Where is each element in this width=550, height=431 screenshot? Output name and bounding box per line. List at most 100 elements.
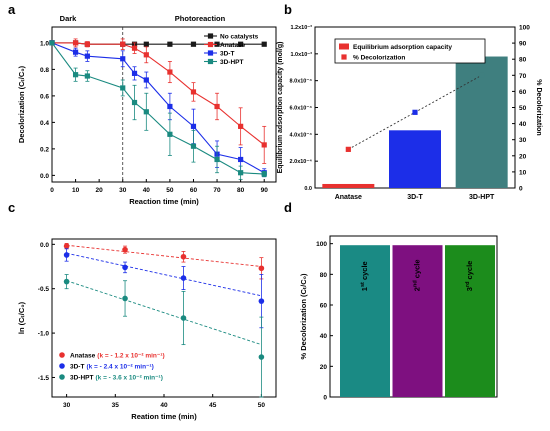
panel-b-y2tick-label: 40 (519, 121, 527, 128)
panel-b-ytick-label: 1.0x10⁻³ (290, 51, 312, 58)
panel-a-region-photo: Photoreaction (175, 14, 226, 23)
panel-a-point (131, 99, 138, 106)
panel-c-legend-marker (59, 374, 65, 380)
panel-a-point (72, 72, 79, 78)
panel-b-ytick-label: 1.2x10⁻³ (290, 24, 312, 31)
panel-a-point (72, 49, 79, 55)
panel-b-ytick-label: 0.0 (304, 186, 312, 192)
panel-c-legend-rate: (k = - 2.4 x 10⁻² min⁻¹) (86, 364, 153, 371)
panel-b-ytick-label: 4.0x10⁻⁴ (290, 132, 313, 138)
panel-c-legend-marker (59, 363, 65, 369)
panel-a-point (190, 123, 197, 129)
panel-c-ytick-label: -0.5 (38, 286, 50, 293)
panel-c-fit-line-2 (66, 280, 262, 346)
panel-a-ytick-label: 0.2 (40, 146, 49, 153)
panel-b-category-label: Anatase (335, 194, 362, 201)
panel-d-ytick-label: 80 (320, 272, 328, 279)
panel-b-ytick-label: 6.0x10⁻⁴ (290, 106, 313, 112)
panel-a-point (167, 131, 173, 137)
panel-b-y2tick-label: 60 (519, 89, 527, 96)
panel-a-legend-marker (207, 50, 214, 56)
panel-a-point (143, 41, 149, 47)
panel-a-point (167, 41, 173, 47)
panel-a-point (84, 41, 90, 47)
panel-a-legend-marker (207, 58, 214, 65)
panel-c-xlabel: Reation time (min) (131, 412, 197, 421)
panel-a-point (190, 41, 197, 47)
panel-b-legend-box (334, 38, 486, 64)
panel-c-xtick-label: 35 (112, 402, 120, 409)
panel-d-bar-label: 2nd cycle (413, 259, 422, 291)
panel-a-point (120, 56, 126, 62)
panel-a-ytick-label: 1.0 (40, 40, 49, 47)
panel-a-region-dark: Dark (60, 14, 78, 23)
panel-c-fit-line-0 (66, 244, 262, 267)
panel-d-bar-label: 3rd cycle (465, 261, 474, 292)
panel-letter-a: a (8, 2, 16, 17)
panel-b-y2tick-label: 100 (519, 25, 530, 32)
panel-c-legend-rate: (k = - 3.6 x 10⁻² min⁻¹) (95, 375, 162, 382)
panel-c-legend-name: Anatase (70, 353, 96, 360)
panel-a-point (238, 41, 244, 47)
panel-a-point (131, 45, 138, 51)
panel-a-xtick-label: 10 (72, 187, 80, 194)
panel-d-ylabel: % Decolorization (Cₜ/C₀) (299, 273, 308, 360)
panel-a-point (120, 41, 126, 47)
panel-a-xtick-label: 40 (143, 187, 151, 194)
panel-a-point (214, 103, 220, 110)
panel-a-point (190, 89, 197, 95)
panel-b-y2tick-label: 80 (519, 57, 527, 64)
panel-a-xtick-label: 20 (96, 187, 104, 194)
panel-c-point (258, 354, 265, 360)
panel-c-point (63, 243, 70, 249)
panel-c-fit-line-1 (66, 252, 262, 297)
panel-d-ytick-label: 60 (320, 303, 328, 310)
panel-a-point (143, 52, 149, 58)
panel-a-point (49, 40, 55, 46)
panel-c-point (122, 295, 128, 302)
panel-a-point (190, 143, 197, 149)
panel-c-legend-name: 3D-HPT (70, 375, 94, 382)
panel-b-category-label: 3D-T (407, 194, 423, 201)
panel-c-point (122, 264, 128, 271)
panel-a-xtick-label: 60 (190, 187, 198, 194)
panel-d-bar (392, 245, 443, 397)
panel-b-point (412, 109, 418, 115)
panel-a-point (167, 103, 173, 110)
panel-c-ylabel: ln (Cₜ/C₀) (17, 301, 26, 334)
panel-b-point (479, 72, 485, 78)
panel-a-point (120, 85, 126, 91)
panel-a-legend-label: Anatase (220, 42, 246, 49)
panel-a-legend-marker (207, 33, 214, 39)
panel-b-legend-label-bar: Equilibrium adsorption capacity (353, 44, 452, 51)
panel-d-ytick-label: 40 (320, 333, 328, 340)
panel-a-point (72, 40, 79, 46)
panel-letter-c: c (8, 200, 15, 215)
panel-a-point (238, 156, 244, 163)
panel-a-ytick-label: 0.8 (40, 67, 49, 74)
panel-b-y2tick-label: 90 (519, 41, 527, 48)
panel-a-point (143, 77, 149, 83)
panel-a-xlabel: Reaction time (min) (129, 197, 199, 206)
panel-a-ylabel: Decolorization (Cₜ/C₀) (17, 65, 26, 143)
panel-a-legend-marker (207, 41, 214, 48)
panel-a-legend-label: 3D-T (220, 51, 234, 58)
panel-b-y2tick-label: 10 (519, 169, 527, 176)
panel-a-point (261, 41, 267, 47)
panel-c-xtick-label: 45 (209, 402, 217, 409)
panel-a-point (214, 41, 220, 47)
panel-a-point (84, 73, 90, 79)
panel-b-y2tick-label: 50 (519, 105, 527, 112)
panel-d-bar-label: 1st cycle (360, 261, 369, 291)
panel-c-point (180, 315, 187, 321)
panel-a-point (238, 123, 244, 129)
panel-a-point (84, 53, 90, 59)
panel-c-point (122, 246, 128, 253)
panel-a-legend-label: 3D-HPT (220, 59, 244, 66)
panel-a-frame (51, 26, 277, 183)
panel-a-ytick-label: 0.4 (40, 120, 49, 127)
panel-d-ytick-label: 0 (323, 395, 327, 402)
panel-b-ytick-label: 2.0x10⁻⁴ (290, 159, 313, 165)
panel-a-xtick-label: 0 (50, 187, 54, 194)
